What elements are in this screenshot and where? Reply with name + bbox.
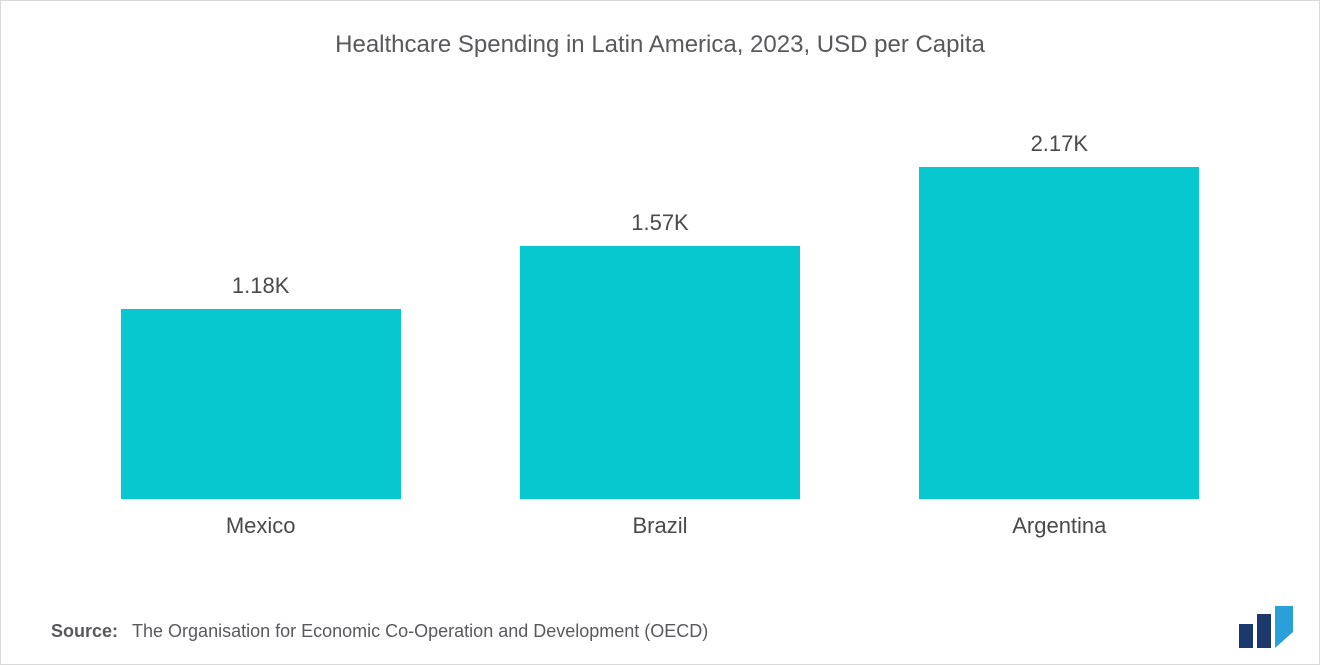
chart-title: Healthcare Spending in Latin America, 20… [1,31,1319,59]
bar-rect-argentina [919,167,1199,499]
brand-logo [1237,606,1297,648]
category-label: Brazil [460,513,859,539]
bar-value-label: 1.57K [631,210,689,236]
category-label: Argentina [860,513,1259,539]
bars-row: 1.18K 1.57K 2.17K [61,131,1259,499]
bar-value-label: 1.18K [232,273,290,299]
bar-value-label: 2.17K [1031,131,1089,157]
bar-slot-mexico: 1.18K [61,131,460,499]
plot-area: 1.18K 1.57K 2.17K [61,131,1259,499]
source-row: Source: The Organisation for Economic Co… [51,621,1189,642]
bar-rect-mexico [121,309,401,499]
category-label: Mexico [61,513,460,539]
bar-slot-argentina: 2.17K [860,131,1259,499]
source-label: Source: [51,621,118,642]
chart-container: Healthcare Spending in Latin America, 20… [0,0,1320,665]
category-labels: Mexico Brazil Argentina [61,513,1259,539]
source-text: The Organisation for Economic Co-Operati… [132,621,708,642]
bar-slot-brazil: 1.57K [460,131,859,499]
bar-rect-brazil [520,246,800,499]
brand-logo-icon [1237,606,1297,648]
